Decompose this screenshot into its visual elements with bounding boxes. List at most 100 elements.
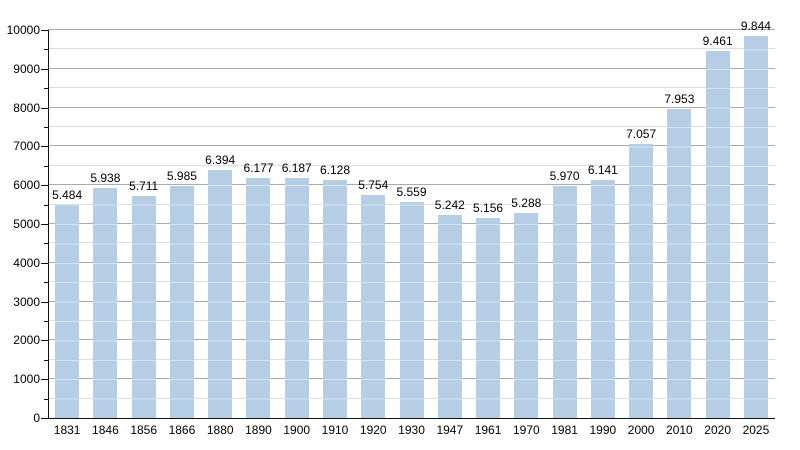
bar-value-label: 5.711: [129, 179, 159, 194]
bar: [552, 186, 577, 418]
bar-column: 5.156: [469, 30, 507, 418]
y-minor-tick-mark: [44, 359, 48, 361]
bar-value-label: 5.559: [396, 185, 427, 200]
x-axis-labels: 1831 1846 1856 1866 1880 1890 1900 1910 1920 1930…: [48, 423, 775, 437]
bar-column: 6.394: [201, 30, 239, 418]
plot-area: 5.484 5.938 5.711 5.985 6.394 6.177 6.187 6.128…: [48, 19, 775, 419]
x-tick-label: 2020: [704, 423, 731, 437]
bar: [246, 178, 271, 418]
bar-column: 5.985: [163, 30, 201, 418]
bar-column: 5.711: [125, 30, 163, 418]
x-tick-label: 1981: [551, 423, 578, 437]
y-minor-tick-mark: [44, 127, 48, 128]
bar: [476, 217, 501, 418]
x-tick-label: 2025: [742, 423, 770, 437]
bar-column: 5.970: [545, 30, 583, 418]
bar: [743, 36, 768, 418]
y-minor-tick-mark: [44, 321, 48, 322]
bar-value-label: 5.484: [52, 188, 83, 203]
y-tick-label: 8000: [13, 100, 40, 115]
bar-column: 7.953: [660, 30, 698, 418]
bar: [514, 212, 539, 418]
bar-value-label: 7.057: [626, 127, 657, 142]
bar: [437, 214, 462, 418]
bar-value-label: 6.187: [281, 160, 312, 175]
y-tick-mark: [41, 146, 48, 148]
bar: [590, 179, 615, 418]
bar: [284, 177, 309, 418]
bar-column: 5.484: [48, 30, 86, 418]
bar-value-label: 9.461: [702, 33, 733, 48]
y-tick-label: 4000: [13, 255, 40, 270]
y-minor-tick-mark: [44, 243, 48, 245]
bar-column: 9.461: [699, 30, 737, 418]
x-tick-label: 1910: [321, 423, 349, 437]
bar: [399, 202, 424, 418]
bar-value-label: 5.242: [434, 197, 465, 212]
gridline-minor: [48, 48, 775, 50]
bar-value-label: 6.177: [243, 161, 274, 176]
bar-value-label: 6.128: [319, 163, 350, 178]
bar-column: 5.288: [507, 30, 545, 418]
bar: [93, 187, 118, 418]
x-tick-label: 2000: [627, 423, 655, 437]
bar: [131, 196, 156, 418]
bar-value-label: 5.156: [473, 200, 504, 215]
x-tick-label: 1920: [359, 423, 387, 437]
bar-column: 7.057: [622, 30, 660, 418]
y-tick-mark: [41, 68, 48, 70]
bar-value-label: 5.970: [549, 169, 580, 184]
bar-column: 6.141: [584, 30, 622, 418]
y-tick-mark: [41, 418, 48, 419]
bar: [208, 169, 233, 418]
gridline-minor: [48, 87, 775, 89]
y-tick-mark: [41, 30, 48, 31]
y-tick-label: 9000: [13, 61, 40, 76]
bar-column: 5.559: [392, 30, 430, 418]
bar-value-label: 5.754: [358, 177, 389, 192]
y-tick-mark: [41, 379, 48, 381]
x-tick-label: 2010: [666, 423, 693, 437]
gridline-major: [48, 145, 775, 147]
bar: [361, 194, 386, 418]
y-minor-tick-mark: [44, 282, 48, 284]
bar: [705, 50, 730, 418]
x-tick-label: 1930: [398, 423, 425, 437]
gridline-major: [48, 184, 775, 186]
bar-column: 6.128: [316, 30, 354, 418]
y-axis-line: [48, 30, 49, 418]
x-axis-baseline: [48, 418, 775, 419]
y-minor-tick-mark: [44, 88, 48, 90]
y-tick-label: 3000: [13, 294, 40, 309]
x-tick-label: 1970: [512, 423, 540, 437]
y-minor-tick-mark: [44, 398, 48, 400]
x-tick-label: 1866: [168, 423, 196, 437]
gridline-major: [48, 106, 775, 108]
x-tick-label: 1990: [589, 423, 617, 437]
bar-value-label: 5.938: [90, 170, 121, 185]
bar-column: 6.187: [278, 30, 316, 418]
x-tick-label: 1846: [92, 423, 119, 437]
bar-value-label: 5.288: [511, 195, 542, 210]
bar-value-label: 9.844: [740, 19, 771, 34]
y-tick-mark: [41, 185, 48, 187]
y-tick-label: 10000: [6, 23, 40, 37]
x-tick-label: 1880: [206, 423, 234, 437]
bar-column: 5.242: [431, 30, 469, 418]
y-tick-mark: [41, 301, 48, 303]
y-tick-label: 7000: [13, 139, 40, 154]
y-minor-tick-mark: [44, 49, 48, 51]
gridline-minor: [48, 164, 775, 166]
bar-value-label: 6.141: [587, 162, 618, 177]
gridline-minor: [48, 126, 775, 127]
x-tick-label: 1961: [474, 423, 502, 437]
y-tick-label: 5000: [13, 217, 40, 231]
y-tick-mark: [41, 107, 48, 109]
bar-value-label: 5.985: [166, 168, 197, 183]
bar-column: 5.754: [354, 30, 392, 418]
bar-value-label: 7.953: [664, 92, 695, 107]
y-minor-tick-mark: [44, 165, 48, 167]
bar: [667, 109, 692, 418]
x-tick-label: 1947: [436, 423, 464, 437]
